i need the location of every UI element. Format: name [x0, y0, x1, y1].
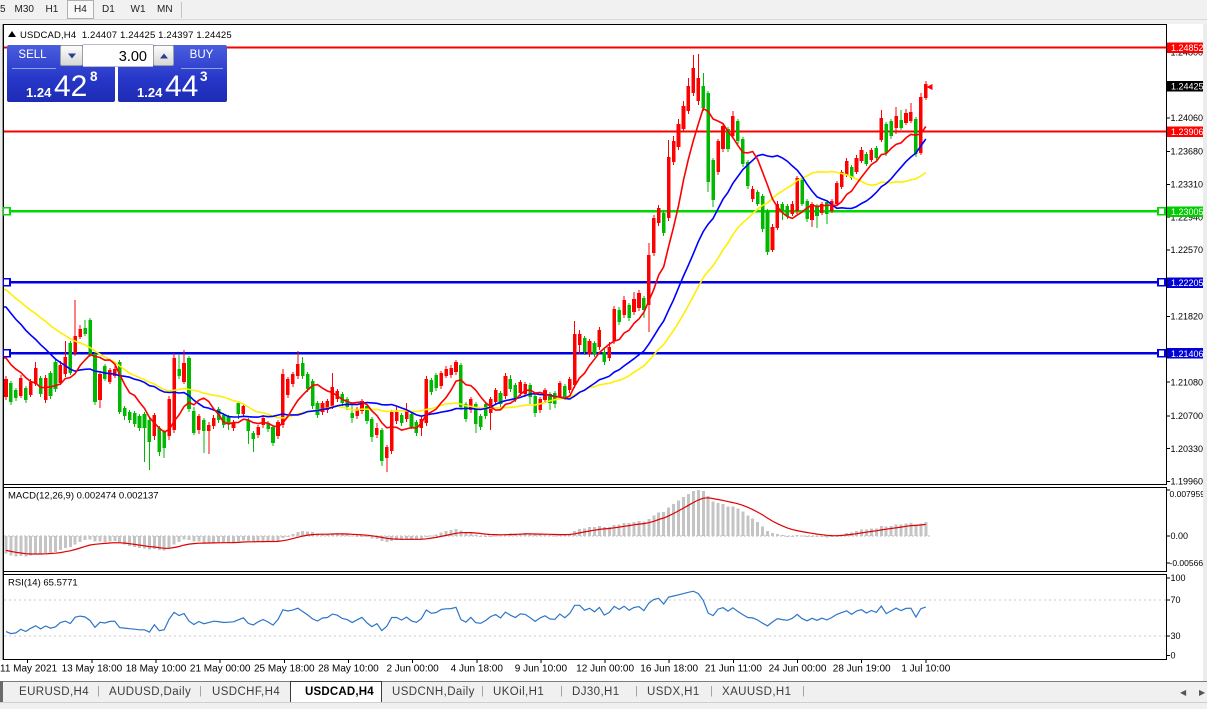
svg-text:1.23310: 1.23310: [1171, 180, 1204, 190]
svg-text:-0.00566: -0.00566: [1170, 558, 1204, 568]
svg-text:1.22205: 1.22205: [1171, 278, 1204, 288]
svg-text:70: 70: [1171, 595, 1181, 605]
svg-text:24 Jun 00:00: 24 Jun 00:00: [769, 664, 827, 675]
svg-text:0: 0: [1171, 651, 1176, 661]
svg-text:1.21820: 1.21820: [1171, 312, 1204, 322]
svg-text:1.22940: 1.22940: [1171, 212, 1204, 222]
svg-text:21 May 00:00: 21 May 00:00: [190, 664, 251, 675]
svg-text:16 Jun 18:00: 16 Jun 18:00: [640, 664, 698, 675]
svg-text:2 Jun 00:00: 2 Jun 00:00: [386, 664, 439, 675]
svg-text:13 May 18:00: 13 May 18:00: [62, 664, 123, 675]
svg-text:1.22570: 1.22570: [1171, 245, 1204, 255]
svg-text:12 Jun 00:00: 12 Jun 00:00: [576, 664, 634, 675]
svg-text:1.24060: 1.24060: [1171, 113, 1204, 123]
svg-text:30: 30: [1171, 631, 1181, 641]
svg-text:0.00: 0.00: [1171, 531, 1189, 541]
svg-text:1 Jul 10:00: 1 Jul 10:00: [901, 664, 950, 675]
svg-text:1.21406: 1.21406: [1171, 349, 1204, 359]
svg-text:1.23680: 1.23680: [1171, 147, 1204, 157]
svg-text:0.007959: 0.007959: [1170, 489, 1206, 499]
svg-text:21 Jun 11:00: 21 Jun 11:00: [705, 664, 763, 675]
svg-text:1.24425: 1.24425: [1171, 82, 1204, 92]
svg-text:28 May 10:00: 28 May 10:00: [318, 664, 379, 675]
svg-text:1.23005: 1.23005: [1171, 207, 1204, 217]
svg-text:1.23906: 1.23906: [1171, 127, 1204, 137]
svg-text:1.19960: 1.19960: [1171, 477, 1204, 487]
svg-text:25 May 18:00: 25 May 18:00: [254, 664, 315, 675]
svg-text:1.20330: 1.20330: [1171, 444, 1204, 454]
svg-text:18 May 10:00: 18 May 10:00: [126, 664, 187, 675]
svg-text:9 Jun 10:00: 9 Jun 10:00: [515, 664, 568, 675]
svg-text:RSI(14) 65.5771: RSI(14) 65.5771: [8, 578, 78, 589]
svg-text:4 Jun 18:00: 4 Jun 18:00: [451, 664, 504, 675]
svg-text:100: 100: [1171, 573, 1186, 583]
svg-text:11 May 2021: 11 May 2021: [0, 664, 58, 675]
svg-text:1.21080: 1.21080: [1171, 377, 1204, 387]
svg-text:1.24852: 1.24852: [1171, 43, 1204, 53]
svg-text:MACD(12,26,9) 0.002474 0.00213: MACD(12,26,9) 0.002474 0.002137: [8, 491, 159, 502]
svg-text:28 Jun 19:00: 28 Jun 19:00: [833, 664, 891, 675]
svg-text:1.20700: 1.20700: [1171, 411, 1204, 421]
